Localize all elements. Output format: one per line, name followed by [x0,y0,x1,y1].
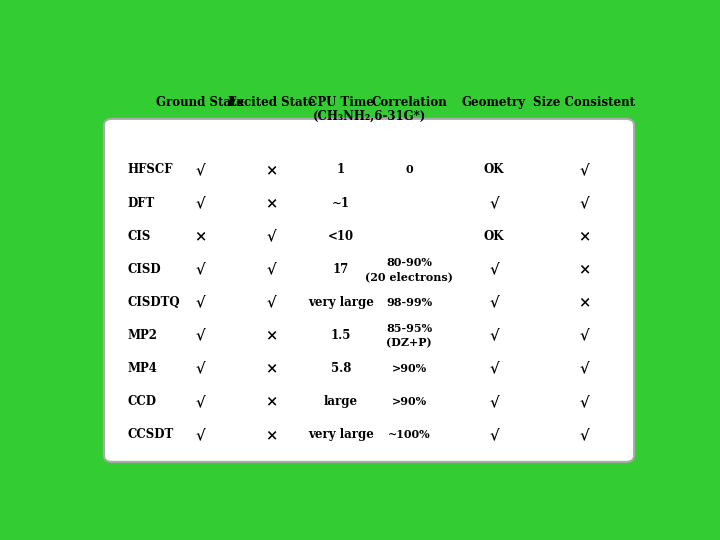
Text: 1.5: 1.5 [331,329,351,342]
Text: √: √ [489,295,499,309]
Text: OK: OK [484,164,504,177]
Text: 1: 1 [337,164,345,177]
Text: DFT: DFT [128,197,156,210]
Text: √: √ [196,262,205,276]
Text: √: √ [579,328,589,342]
Text: ×: × [265,428,277,442]
Text: 80-90%: 80-90% [386,256,432,267]
Text: >90%: >90% [392,363,427,374]
Text: >90%: >90% [392,396,427,407]
Text: √: √ [196,196,205,210]
Text: √: √ [489,262,499,276]
Text: (20 electrons): (20 electrons) [365,271,453,282]
Text: 5.8: 5.8 [331,362,351,375]
Text: HFSCF: HFSCF [128,164,174,177]
Text: CISD: CISD [128,263,161,276]
Text: 17: 17 [333,263,349,276]
Text: √: √ [579,428,589,442]
Text: <10: <10 [328,230,354,242]
Text: Ground State: Ground State [156,96,245,109]
Text: √: √ [579,196,589,210]
Text: OK: OK [484,230,504,242]
Text: ×: × [577,295,590,309]
Text: 98-99%: 98-99% [386,297,432,308]
Text: Geometry: Geometry [462,96,526,109]
Text: √: √ [196,428,205,442]
Text: √: √ [579,163,589,177]
Text: Excited State: Excited State [228,96,315,109]
Text: ×: × [265,362,277,376]
Text: very large: very large [308,428,374,441]
Text: ×: × [194,229,207,243]
Text: √: √ [196,328,205,342]
Text: CCSDT: CCSDT [128,428,174,441]
Text: √: √ [489,428,499,442]
Text: √: √ [579,362,589,376]
Text: √: √ [489,328,499,342]
Text: CPU Time: CPU Time [308,96,374,109]
Text: √: √ [196,295,205,309]
Text: √: √ [266,262,276,276]
Text: √: √ [489,196,499,210]
Text: MP4: MP4 [128,362,158,375]
Text: ×: × [577,262,590,276]
Text: √: √ [489,362,499,376]
FancyBboxPatch shape [104,119,634,462]
Text: Size Consistent: Size Consistent [533,96,635,109]
Text: √: √ [196,395,205,409]
Text: (DZ+P): (DZ+P) [387,338,432,348]
Text: 0: 0 [405,164,413,176]
Text: √: √ [266,229,276,243]
Text: large: large [324,395,358,408]
Text: 85-95%: 85-95% [386,323,432,334]
Text: ×: × [265,395,277,409]
Text: CCD: CCD [128,395,157,408]
Text: √: √ [489,395,499,409]
Text: ~100%: ~100% [388,429,431,441]
Text: CIS: CIS [128,230,151,242]
Text: √: √ [196,163,205,177]
Text: √: √ [196,362,205,376]
Text: ×: × [265,328,277,342]
Text: ×: × [265,163,277,177]
Text: ~1: ~1 [332,197,350,210]
Text: CISDTQ: CISDTQ [128,296,181,309]
Text: ×: × [577,229,590,243]
Text: (CH₃NH₂,6-31G*): (CH₃NH₂,6-31G*) [312,110,426,123]
Text: ×: × [265,196,277,210]
Text: √: √ [579,395,589,409]
Text: very large: very large [308,296,374,309]
Text: Correlation: Correlation [372,96,447,109]
Text: √: √ [266,295,276,309]
Text: MP2: MP2 [128,329,158,342]
